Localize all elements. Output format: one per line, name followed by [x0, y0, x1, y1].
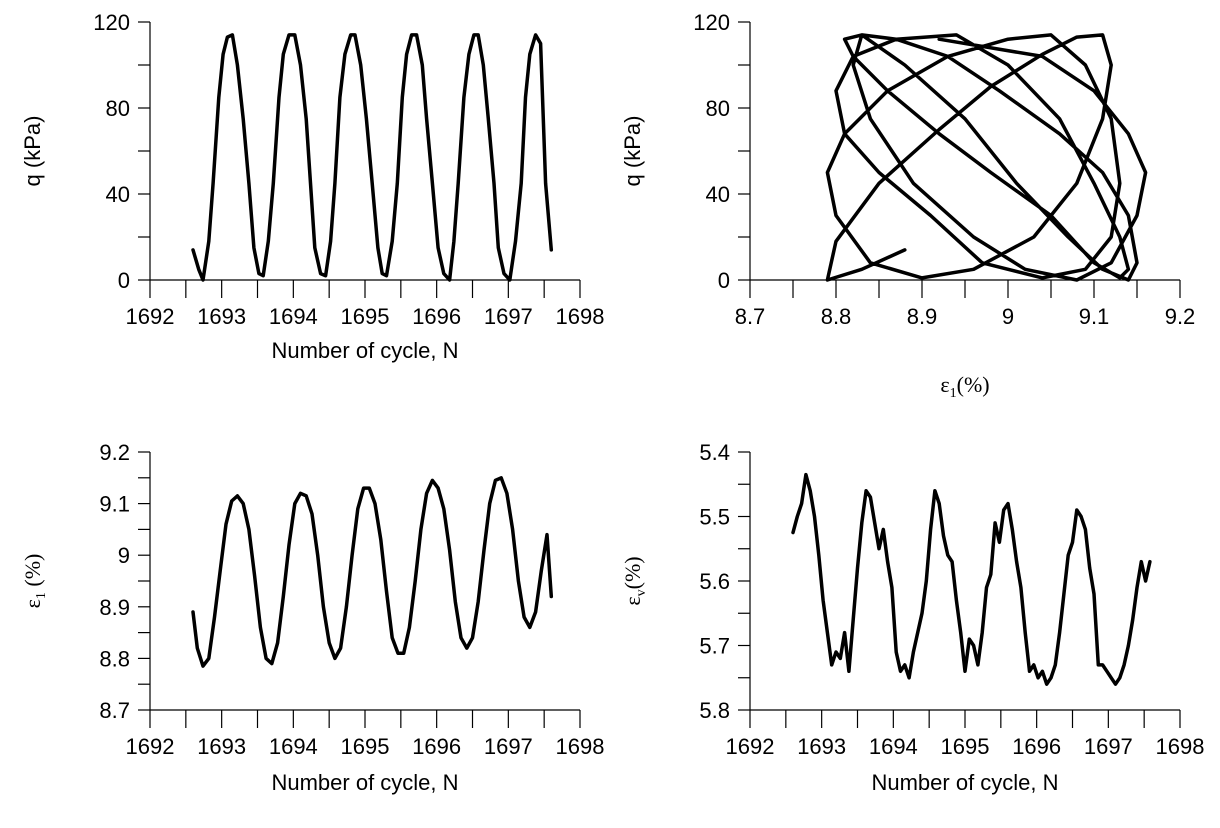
y-tick-label: 80 [706, 96, 730, 121]
y-tick-label: 40 [706, 182, 730, 207]
x-tick-label: 1693 [197, 734, 246, 759]
y-tick-label: 80 [106, 96, 130, 121]
x-axis-label: Number of cycle, N [271, 338, 458, 363]
chart-q-vs-cycle: 1692 1693 1694 1695 1696 1697 1698 0 40 80 120 Numb… [20, 10, 604, 363]
y-tick-label: 120 [693, 10, 730, 35]
y-tick-label: 9.2 [99, 440, 130, 465]
x-tick-label: 1694 [269, 304, 318, 329]
chart-q-vs-axial-strain: 8.7 8.8 8.9 9 9.1 9.2 0 40 80 120 ε1(%) q (kPa) [620, 10, 1195, 401]
y-tick-label: 9.1 [99, 492, 130, 517]
series-line [191, 476, 554, 668]
y-tick-label: 5.4 [699, 440, 730, 465]
x-tick-label: 1696 [1012, 734, 1061, 759]
x-tick-label: 9 [1002, 304, 1014, 329]
x-axis-label: Number of cycle, N [871, 770, 1058, 795]
series-line [191, 33, 554, 282]
x-tick-label: 8.9 [907, 304, 938, 329]
series-line [791, 472, 1152, 686]
x-tick-label: 1695 [341, 304, 390, 329]
y-tick-label: 5.6 [699, 569, 730, 594]
x-tick-label: 1696 [412, 304, 461, 329]
y-tick-label: 120 [93, 10, 130, 35]
x-tick-label: 1695 [341, 734, 390, 759]
x-tick-label: 1698 [1156, 734, 1205, 759]
x-tick-label: 1694 [869, 734, 918, 759]
y-tick-label: 8.8 [99, 646, 130, 671]
x-tick-label: 1692 [126, 734, 175, 759]
y-tick-label: 5.5 [699, 505, 730, 530]
x-tick-label: 1698 [556, 304, 605, 329]
x-axis-label: ε1(%) [940, 372, 989, 401]
y-axis-label: ε1 (%) [20, 554, 49, 609]
x-tick-label: 9.1 [1079, 304, 1110, 329]
x-tick-label: 1692 [126, 304, 175, 329]
x-tick-label: 1693 [197, 304, 246, 329]
y-tick-label: 0 [718, 268, 730, 293]
x-tick-label: 1693 [797, 734, 846, 759]
chart-axial-strain-vs-cycle: 1692 1693 1694 1695 1696 1697 1698 8.7 8.8 8.9 9 9.… [20, 440, 604, 795]
y-tick-label: 5.8 [699, 698, 730, 723]
x-tick-label: 8.7 [735, 304, 766, 329]
x-tick-label: 1692 [726, 734, 775, 759]
x-tick-label: 1695 [941, 734, 990, 759]
y-axis-label: q (kPa) [20, 116, 45, 187]
y-axis-label: εv(%) [620, 556, 649, 605]
x-tick-label: 8.8 [821, 304, 852, 329]
y-tick-label: 0 [118, 268, 130, 293]
chart-volumetric-strain-vs-cycle: 1692 1693 1694 1695 1696 1697 1698 5.4 5.5 5.6 5.7… [620, 440, 1204, 795]
x-tick-label: 1698 [556, 734, 605, 759]
x-tick-label: 1697 [484, 304, 533, 329]
x-tick-label: 1696 [412, 734, 461, 759]
x-axis-label: Number of cycle, N [271, 770, 458, 795]
x-tick-label: 1694 [269, 734, 318, 759]
series-line [825, 33, 1148, 282]
y-tick-label: 8.9 [99, 595, 130, 620]
x-tick-label: 9.2 [1165, 304, 1196, 329]
y-axis-label: q (kPa) [620, 116, 645, 187]
y-tick-label: 40 [106, 182, 130, 207]
y-tick-label: 5.7 [699, 634, 730, 659]
x-tick-label: 1697 [1084, 734, 1133, 759]
y-tick-label: 8.7 [99, 698, 130, 723]
x-tick-label: 1697 [484, 734, 533, 759]
y-tick-label: 9 [118, 543, 130, 568]
